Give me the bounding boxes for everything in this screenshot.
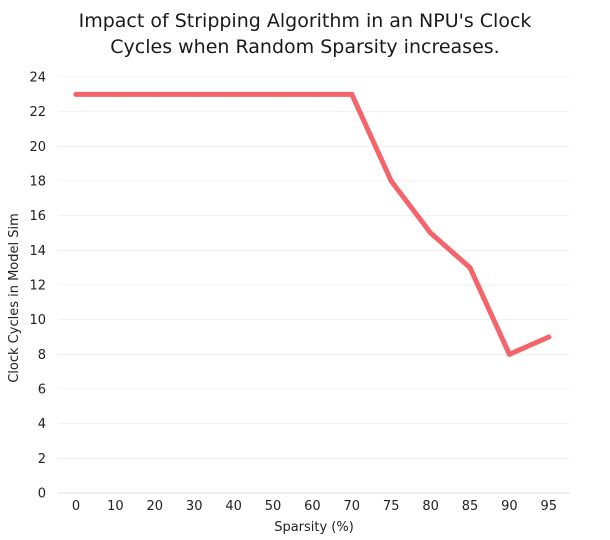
data-point [309,91,315,97]
x-tick-label: 90 [501,499,518,514]
data-point [388,178,394,184]
x-axis-label: Sparsity (%) [274,520,354,535]
data-point [428,230,434,236]
y-tick-label: 6 [38,383,46,398]
data-point [191,91,197,97]
y-tick-label: 8 [38,348,46,363]
y-tick-label: 24 [29,71,46,86]
x-tick-label: 30 [186,499,203,514]
y-tick-label: 22 [29,105,46,120]
x-tick-labels: 0 10 20 30 40 50 60 70 75 80 85 90 95 [72,499,557,514]
gridlines [58,76,570,494]
x-tick-label: 0 [72,499,80,514]
x-tick-label: 60 [304,499,321,514]
y-tick-label: 0 [38,487,46,502]
chart-title: Impact of Stripping Algorithm in an NPU'… [0,8,610,60]
y-tick-label: 20 [29,140,46,155]
x-tick-label: 95 [541,499,558,514]
y-tick-label: 10 [29,313,46,328]
data-point [231,91,237,97]
data-point [506,351,512,357]
data-point [270,91,276,97]
y-tick-label: 16 [29,209,46,224]
x-tick-label: 50 [265,499,282,514]
x-tick-label: 40 [225,499,242,514]
x-tick-label: 20 [147,499,164,514]
data-point [112,91,118,97]
x-tick-label: 70 [344,499,361,514]
chart-title-line-2: Cycles when Random Sparsity increases. [110,36,500,58]
chart-title-line-1: Impact of Stripping Algorithm in an NPU'… [78,10,532,32]
series-line [73,91,552,357]
y-tick-label: 18 [29,175,46,190]
y-axis-label: Clock Cycles in Model Sim [7,213,22,383]
data-point [73,91,79,97]
x-tick-label: 75 [383,499,400,514]
x-tick-label: 80 [422,499,439,514]
x-tick-label: 85 [462,499,479,514]
data-point [467,265,473,271]
data-point [152,91,158,97]
data-point [546,334,552,340]
y-tick-label: 4 [38,417,46,432]
x-tick-label: 10 [107,499,124,514]
series-layer [73,91,552,357]
y-tick-label: 2 [38,452,46,467]
y-tick-label: 12 [29,279,46,294]
y-tick-label: 14 [29,244,46,259]
data-point [349,91,355,97]
